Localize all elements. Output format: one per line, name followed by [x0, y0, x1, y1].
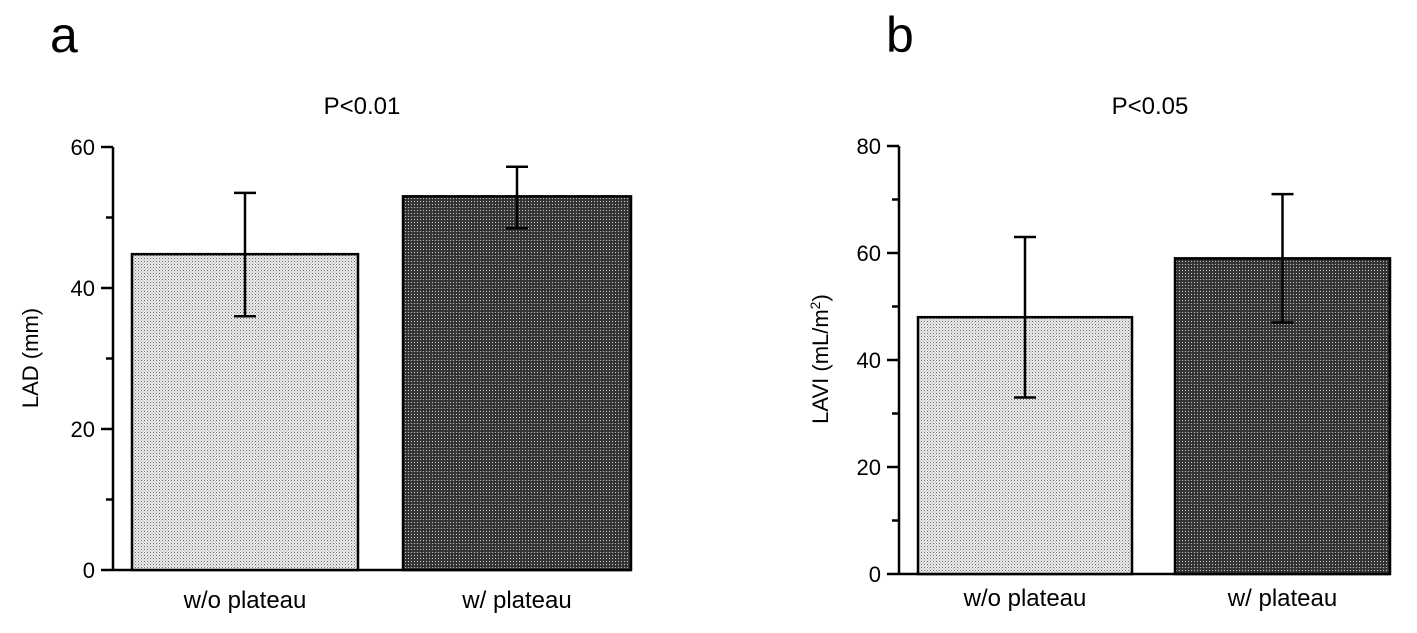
- svg-text:LAD (mm): LAD (mm): [18, 308, 43, 408]
- category-label-b-2: w/ plateau: [1227, 585, 1337, 612]
- chart-panel-a: a P<0.01 LAD (mm) 0 20 40 60 w/o plateau w/ …: [18, 7, 633, 614]
- y-axis-label-b-suffix: ): [808, 294, 833, 301]
- error-bars-a: [234, 165, 528, 318]
- y-tick-label-b-0: 0: [869, 562, 881, 587]
- bar-a-2: [401, 195, 633, 572]
- chart-title-a: P<0.01: [324, 93, 401, 120]
- chart-panel-b: b P<0.05 LAVI (mL/m2) 0 20 40 60 80 w/o plat…: [807, 7, 1392, 612]
- category-label-a-2: w/ plateau: [461, 587, 571, 614]
- y-tick-label-a-60: 60: [71, 135, 95, 160]
- panel-letter-b: b: [886, 7, 914, 63]
- error-bar-a-2: [506, 165, 528, 230]
- error-bars-b: [1014, 192, 1294, 399]
- svg-text:LAVI (mL/m2): LAVI (mL/m2): [807, 294, 833, 424]
- y-tick-label-a-20: 20: [71, 417, 95, 442]
- y-tick-label-b-40: 40: [857, 348, 881, 373]
- y-tick-label-b-80: 80: [857, 134, 881, 159]
- error-bar-a-1: [234, 191, 256, 318]
- y-tick-label-a-40: 40: [71, 276, 95, 301]
- y-axis-label-a: LAD (mm): [18, 308, 43, 408]
- y-tick-label-a-0: 0: [83, 558, 95, 583]
- y-axis-label-a-text: LAD (mm): [18, 308, 43, 408]
- chart-title-b: P<0.05: [1112, 93, 1189, 120]
- category-label-b-1: w/o plateau: [963, 585, 1087, 612]
- bars-a: [130, 195, 633, 572]
- bars-b: [916, 257, 1392, 576]
- category-labels-b: w/o plateau w/ plateau: [963, 585, 1338, 612]
- y-tick-label-b-60: 60: [857, 241, 881, 266]
- y-axis-label-b-text: LAVI (mL/m: [808, 309, 833, 424]
- category-label-a-1: w/o plateau: [183, 587, 307, 614]
- y-tick-label-b-20: 20: [857, 455, 881, 480]
- panel-letter-a: a: [50, 7, 78, 63]
- category-labels-a: w/o plateau w/ plateau: [183, 587, 572, 614]
- y-axis-label-b-sup: 2: [807, 301, 823, 309]
- y-axis-label-b: LAVI (mL/m2): [807, 294, 833, 424]
- error-bar-b-2: [1271, 192, 1294, 324]
- error-bar-b-1: [1014, 235, 1036, 399]
